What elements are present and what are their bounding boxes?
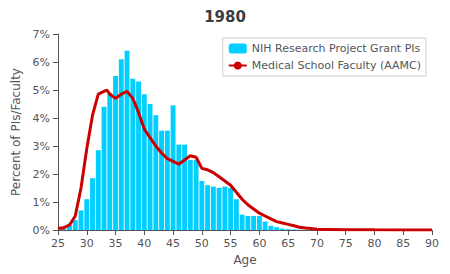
svg-text:Age: Age <box>233 253 256 267</box>
svg-text:3%: 3% <box>33 140 50 153</box>
svg-text:Percent of PIs/Faculty: Percent of PIs/Faculty <box>9 68 23 196</box>
svg-text:30: 30 <box>80 237 94 250</box>
svg-text:0%: 0% <box>33 224 50 237</box>
svg-text:35: 35 <box>109 237 123 250</box>
svg-text:50: 50 <box>195 237 209 250</box>
svg-text:4%: 4% <box>33 112 50 125</box>
svg-text:NIH Research Project Grant PIs: NIH Research Project Grant PIs <box>252 42 421 55</box>
svg-text:55: 55 <box>224 237 238 250</box>
svg-text:5%: 5% <box>33 84 50 97</box>
svg-text:2%: 2% <box>33 168 50 181</box>
svg-text:90: 90 <box>425 237 439 250</box>
svg-text:45: 45 <box>166 237 180 250</box>
svg-text:40: 40 <box>137 237 151 250</box>
svg-text:65: 65 <box>281 237 295 250</box>
svg-text:25: 25 <box>51 237 65 250</box>
svg-text:1%: 1% <box>33 196 50 209</box>
svg-text:70: 70 <box>310 237 324 250</box>
svg-text:1980: 1980 <box>204 8 246 26</box>
svg-text:60: 60 <box>252 237 266 250</box>
svg-text:6%: 6% <box>33 56 50 69</box>
svg-text:75: 75 <box>339 237 353 250</box>
svg-text:80: 80 <box>367 237 381 250</box>
svg-text:85: 85 <box>396 237 410 250</box>
svg-text:7%: 7% <box>33 28 50 41</box>
svg-text:Medical School Faculty (AAMC): Medical School Faculty (AAMC) <box>252 59 421 72</box>
